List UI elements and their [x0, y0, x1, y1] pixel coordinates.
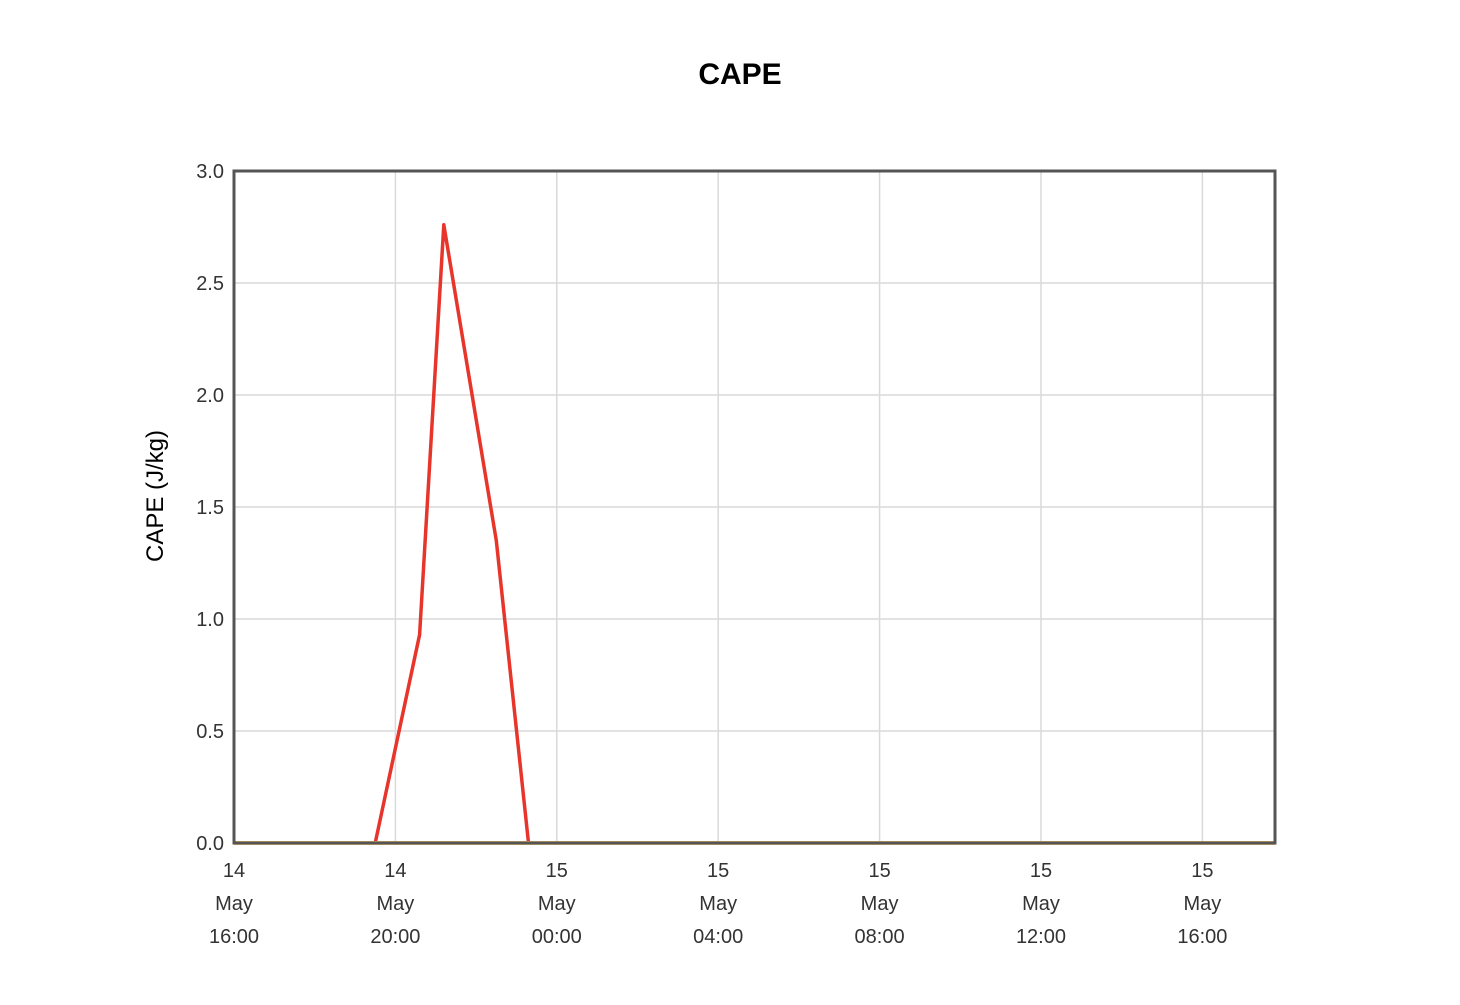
- x-tick-label: May: [538, 893, 576, 915]
- plot-frame: [232, 169, 1277, 845]
- x-tick-label: 15: [1191, 860, 1213, 882]
- x-tick-label: 00:00: [532, 926, 582, 948]
- x-tick-label: 16:00: [1177, 926, 1227, 948]
- x-tick-label: May: [215, 893, 253, 915]
- y-tick-label: 0.5: [196, 721, 224, 743]
- y-axis-label: CAPE (J/kg): [142, 430, 169, 562]
- chart-title: CAPE: [698, 58, 781, 91]
- x-tick-label: May: [1022, 893, 1060, 915]
- series-line-cape: [373, 223, 531, 844]
- y-tick-label: 0.0: [196, 833, 224, 855]
- x-tick-labels: 14 May 16:00 14 May 20:00 15 May 00:00 15 May 04:00…: [209, 860, 1227, 948]
- x-tick-label: 15: [868, 860, 890, 882]
- x-tick-label: May: [699, 893, 737, 915]
- x-tick-label: 15: [1030, 860, 1052, 882]
- x-tick-label: 14: [223, 860, 245, 882]
- x-tick-label: 15: [546, 860, 568, 882]
- y-tick-label: 1.0: [196, 609, 224, 631]
- x-tick-label: 08:00: [855, 926, 905, 948]
- x-tick-label: 14: [384, 860, 406, 882]
- y-tick-label: 2.5: [196, 273, 224, 295]
- grid-lines: [234, 170, 1275, 844]
- y-tick-label: 2.0: [196, 385, 224, 407]
- x-tick-label: 16:00: [209, 926, 259, 948]
- x-tick-label: 15: [707, 860, 729, 882]
- y-tick-label: 3.0: [196, 161, 224, 183]
- x-tick-label: May: [861, 893, 899, 915]
- x-tick-label: 04:00: [693, 926, 743, 948]
- x-tick-label: May: [1183, 893, 1221, 915]
- x-tick-label: 20:00: [370, 926, 420, 948]
- x-tick-label: May: [376, 893, 414, 915]
- x-tick-label: 12:00: [1016, 926, 1066, 948]
- y-tick-labels: 0.0 0.5 1.0 1.5 2.0 2.5 3.0: [196, 161, 224, 855]
- y-tick-label: 1.5: [196, 497, 224, 519]
